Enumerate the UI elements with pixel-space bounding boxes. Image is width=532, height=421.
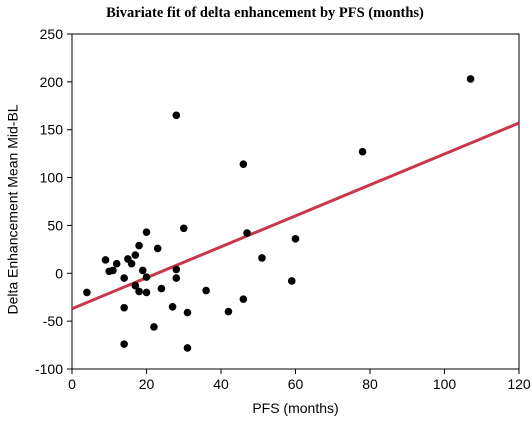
plot-area: -100 -50 0 50 100 150 200 250 0 20 40 60 80 100 120	[35, 26, 531, 392]
data-point	[127, 259, 136, 268]
data-point	[138, 266, 147, 275]
data-point	[120, 303, 128, 312]
data-point	[172, 111, 181, 120]
data-point	[142, 228, 151, 236]
data-point	[131, 251, 140, 259]
data-point	[183, 308, 192, 317]
y-tick-label: 0	[55, 265, 63, 281]
data-point	[135, 287, 143, 296]
y-tick-label: 50	[47, 217, 63, 233]
data-point	[258, 254, 266, 262]
data-point	[120, 340, 128, 348]
data-point	[358, 147, 367, 156]
y-axis-label: Delta Enhancement Mean Mid-BL	[5, 104, 21, 314]
data-point	[112, 259, 121, 268]
y-tick-label: 250	[40, 26, 64, 42]
data-point	[131, 281, 140, 290]
plot-frame	[71, 33, 520, 370]
data-point	[157, 284, 166, 293]
data-point	[291, 235, 300, 243]
data-point	[183, 344, 192, 352]
data-point	[466, 75, 475, 83]
chart-title: Bivariate fit of delta enhancement by PF…	[106, 5, 424, 21]
data-point	[109, 266, 117, 275]
data-point	[153, 244, 162, 253]
data-point	[239, 160, 248, 168]
data-point	[135, 241, 143, 250]
x-tick-label: 20	[139, 376, 155, 392]
data-point	[83, 288, 91, 297]
y-tick-label: 150	[40, 122, 64, 138]
y-tick-label: -50	[43, 313, 63, 329]
data-point	[179, 224, 188, 233]
x-tick-label: 40	[213, 376, 229, 392]
y-tick-label: 100	[40, 170, 64, 186]
data-point	[142, 288, 151, 297]
data-point	[142, 273, 151, 281]
y-tick-label: 200	[40, 74, 64, 90]
x-axis-label: PFS (months)	[252, 400, 338, 416]
data-point	[202, 286, 210, 295]
data-point	[172, 274, 181, 282]
data-point	[243, 229, 251, 237]
x-tick-label: 100	[433, 376, 457, 392]
x-tick-label: 0	[68, 376, 76, 392]
x-tick-label: 80	[362, 376, 378, 392]
data-point	[150, 323, 158, 331]
data-point	[239, 295, 248, 303]
data-point	[168, 302, 177, 311]
data-point	[120, 274, 128, 282]
data-point	[101, 256, 110, 264]
data-point	[172, 265, 181, 274]
x-tick-label: 120	[507, 376, 531, 392]
x-tick-label: 60	[288, 376, 304, 392]
y-tick-label: -100	[35, 361, 63, 377]
data-point	[224, 307, 233, 316]
data-point	[287, 277, 296, 285]
